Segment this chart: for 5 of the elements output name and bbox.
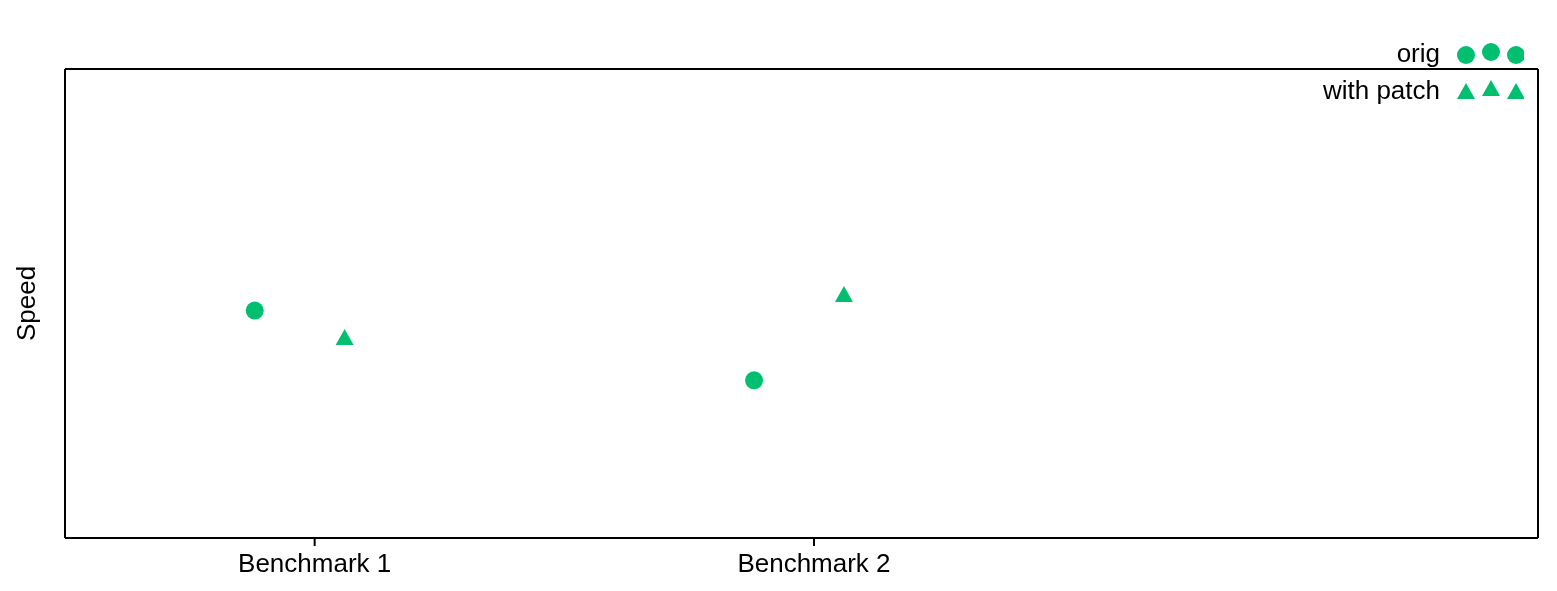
y-axis-title: Speed: [11, 265, 42, 342]
legend-label: with patch: [1322, 75, 1440, 106]
x-tick-label: Benchmark 1: [238, 548, 392, 579]
legend-label: orig: [1396, 38, 1440, 69]
x-tick-label: Benchmark 2: [737, 548, 891, 579]
